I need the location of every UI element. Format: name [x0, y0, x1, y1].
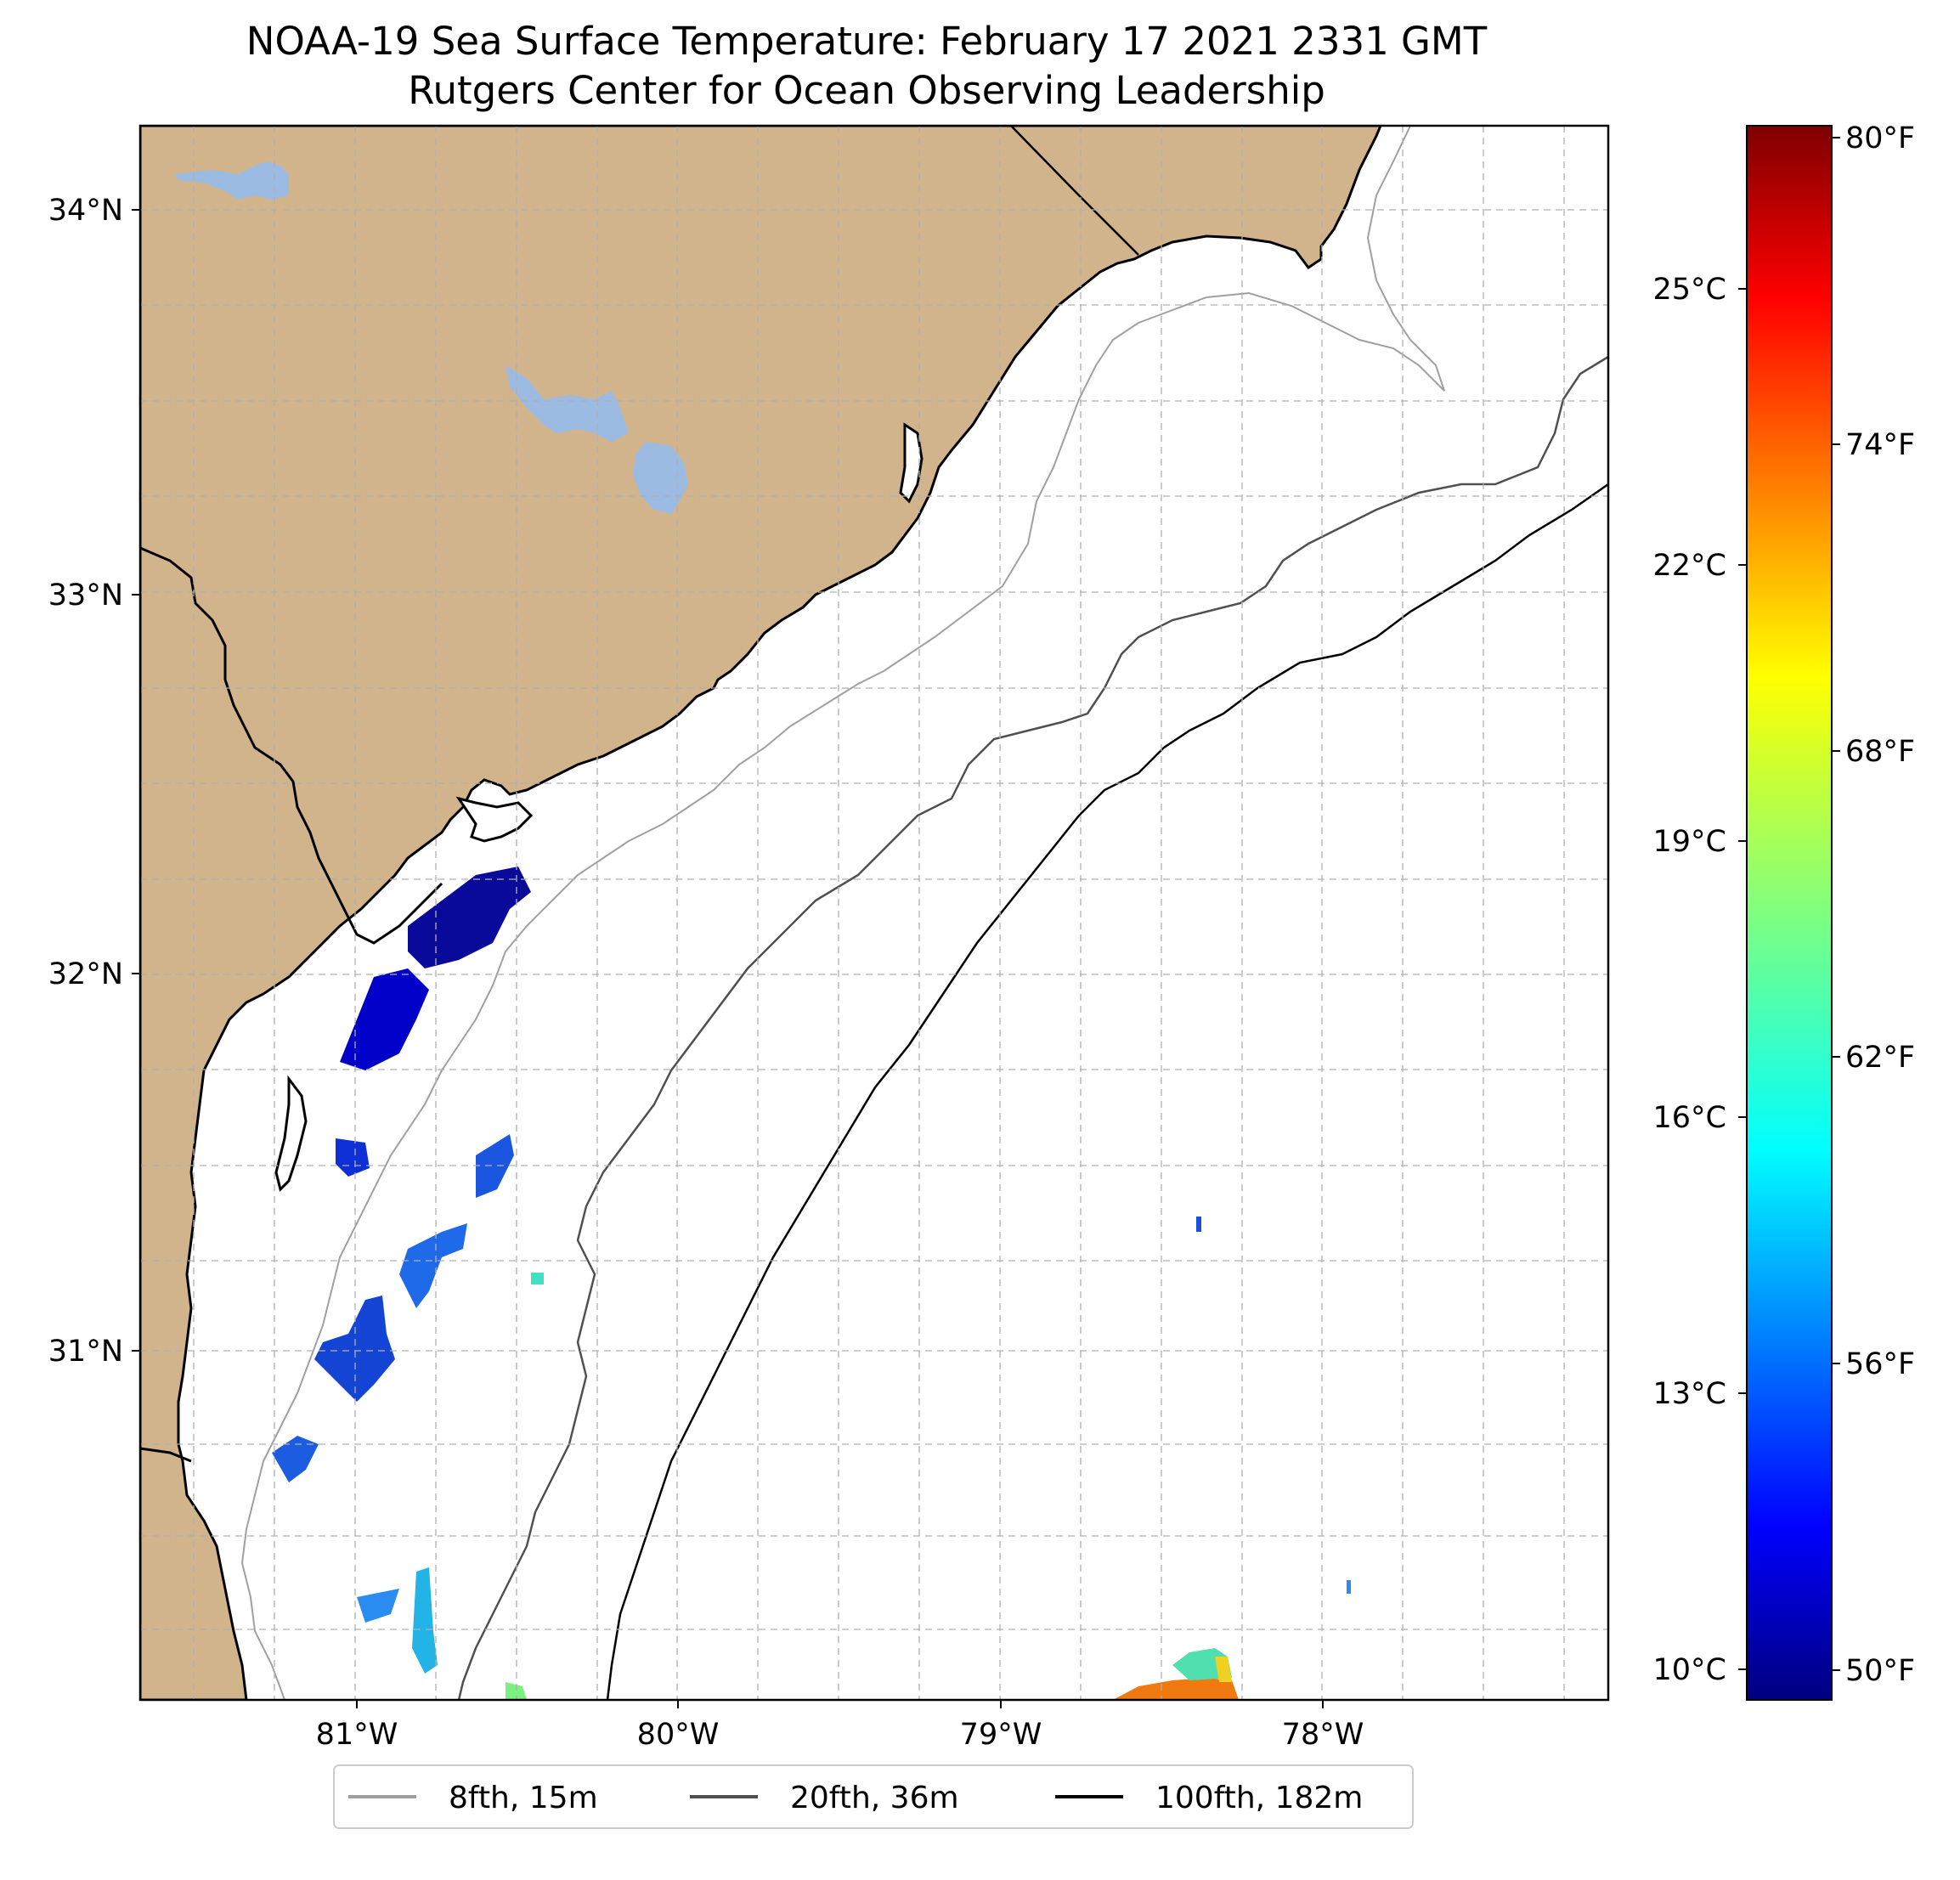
lon-label-80: 80°W: [637, 1718, 720, 1752]
legend-label-100fth: 100fth, 182m: [1155, 1781, 1363, 1815]
colorbar-f-62: 62°F: [1845, 1041, 1915, 1075]
sst-patch: [336, 1138, 370, 1177]
colorbar-c-19: 19°C: [1653, 825, 1726, 859]
legend-label-20fth: 20fth, 36m: [790, 1781, 959, 1815]
sst-patch: [399, 1223, 467, 1308]
sst-patch: [272, 1436, 319, 1482]
sst-patch: [1347, 1580, 1351, 1594]
sst-patch: [1196, 1217, 1201, 1232]
isobath-8fth: [240, 126, 1445, 1700]
state-border: [1010, 126, 1139, 256]
colorbar-f-50: 50°F: [1845, 1654, 1915, 1688]
isobath-100fth: [606, 483, 1608, 1700]
sst-patch: [408, 867, 531, 968]
sst-patch: [531, 1273, 544, 1284]
graticule: [140, 126, 1608, 1700]
colorbar-f-56: 56°F: [1845, 1347, 1915, 1381]
sst-patch: [314, 1296, 395, 1402]
colorbar-f-80: 80°F: [1845, 121, 1915, 155]
lake-marion: [506, 365, 629, 442]
sst-patch: [1215, 1657, 1232, 1682]
colorbar-f-74: 74°F: [1845, 428, 1915, 462]
coastal-inlet: [274, 1075, 308, 1192]
county-boundary: [140, 1447, 192, 1463]
colorbar-c-22: 22°C: [1653, 549, 1726, 583]
lake-top: [174, 161, 289, 200]
lat-label-34: 34°N: [48, 194, 123, 228]
colorbar-c-10: 10°C: [1653, 1653, 1726, 1687]
sst-patch: [506, 1682, 527, 1700]
isobath-legend: 8fth, 15m 20fth, 36m 100fth, 182m: [333, 1764, 1414, 1829]
sst-patch: [357, 1589, 399, 1623]
legend-box: [333, 1764, 1414, 1829]
colorbar-f-68: 68°F: [1845, 735, 1915, 769]
lon-label-78: 78°W: [1282, 1718, 1364, 1752]
map-panel: [140, 126, 1608, 1700]
sst-patches: [272, 867, 1351, 1700]
sst-patch: [1113, 1678, 1239, 1700]
sst-patch: [476, 1134, 514, 1198]
coastal-inlet: [899, 422, 924, 504]
colorbar-c-13: 13°C: [1653, 1377, 1726, 1411]
land-area: [140, 126, 1382, 1700]
county-boundary: [140, 546, 443, 945]
map-frame: [138, 124, 1610, 1702]
colorbar-ticks: [1738, 137, 1840, 1671]
lat-label-33: 33°N: [48, 579, 123, 613]
lon-label-81: 81°W: [316, 1718, 398, 1752]
figure-title: NOAA-19 Sea Surface Temperature: Februar…: [246, 19, 1488, 64]
coastal-inlet: [455, 796, 534, 843]
lat-label-31: 31°N: [48, 1335, 123, 1369]
isobath-20fth: [457, 355, 1608, 1700]
colorbar-c-25: 25°C: [1653, 273, 1726, 307]
lon-label-79: 79°W: [960, 1718, 1042, 1752]
figure-subtitle: Rutgers Center for Ocean Observing Leade…: [408, 68, 1325, 113]
sst-patch: [412, 1567, 438, 1674]
lake-moultrie: [633, 442, 688, 514]
lat-axis: [132, 209, 140, 1352]
colorbar: [1746, 125, 1833, 1701]
legend-label-8fth: 8fth, 15m: [449, 1781, 598, 1815]
sst-patch: [1172, 1648, 1232, 1680]
lat-label-32: 32°N: [48, 957, 123, 991]
colorbar-c-16: 16°C: [1653, 1101, 1726, 1135]
sst-patch: [340, 968, 429, 1070]
lon-axis: [356, 1700, 1324, 1708]
